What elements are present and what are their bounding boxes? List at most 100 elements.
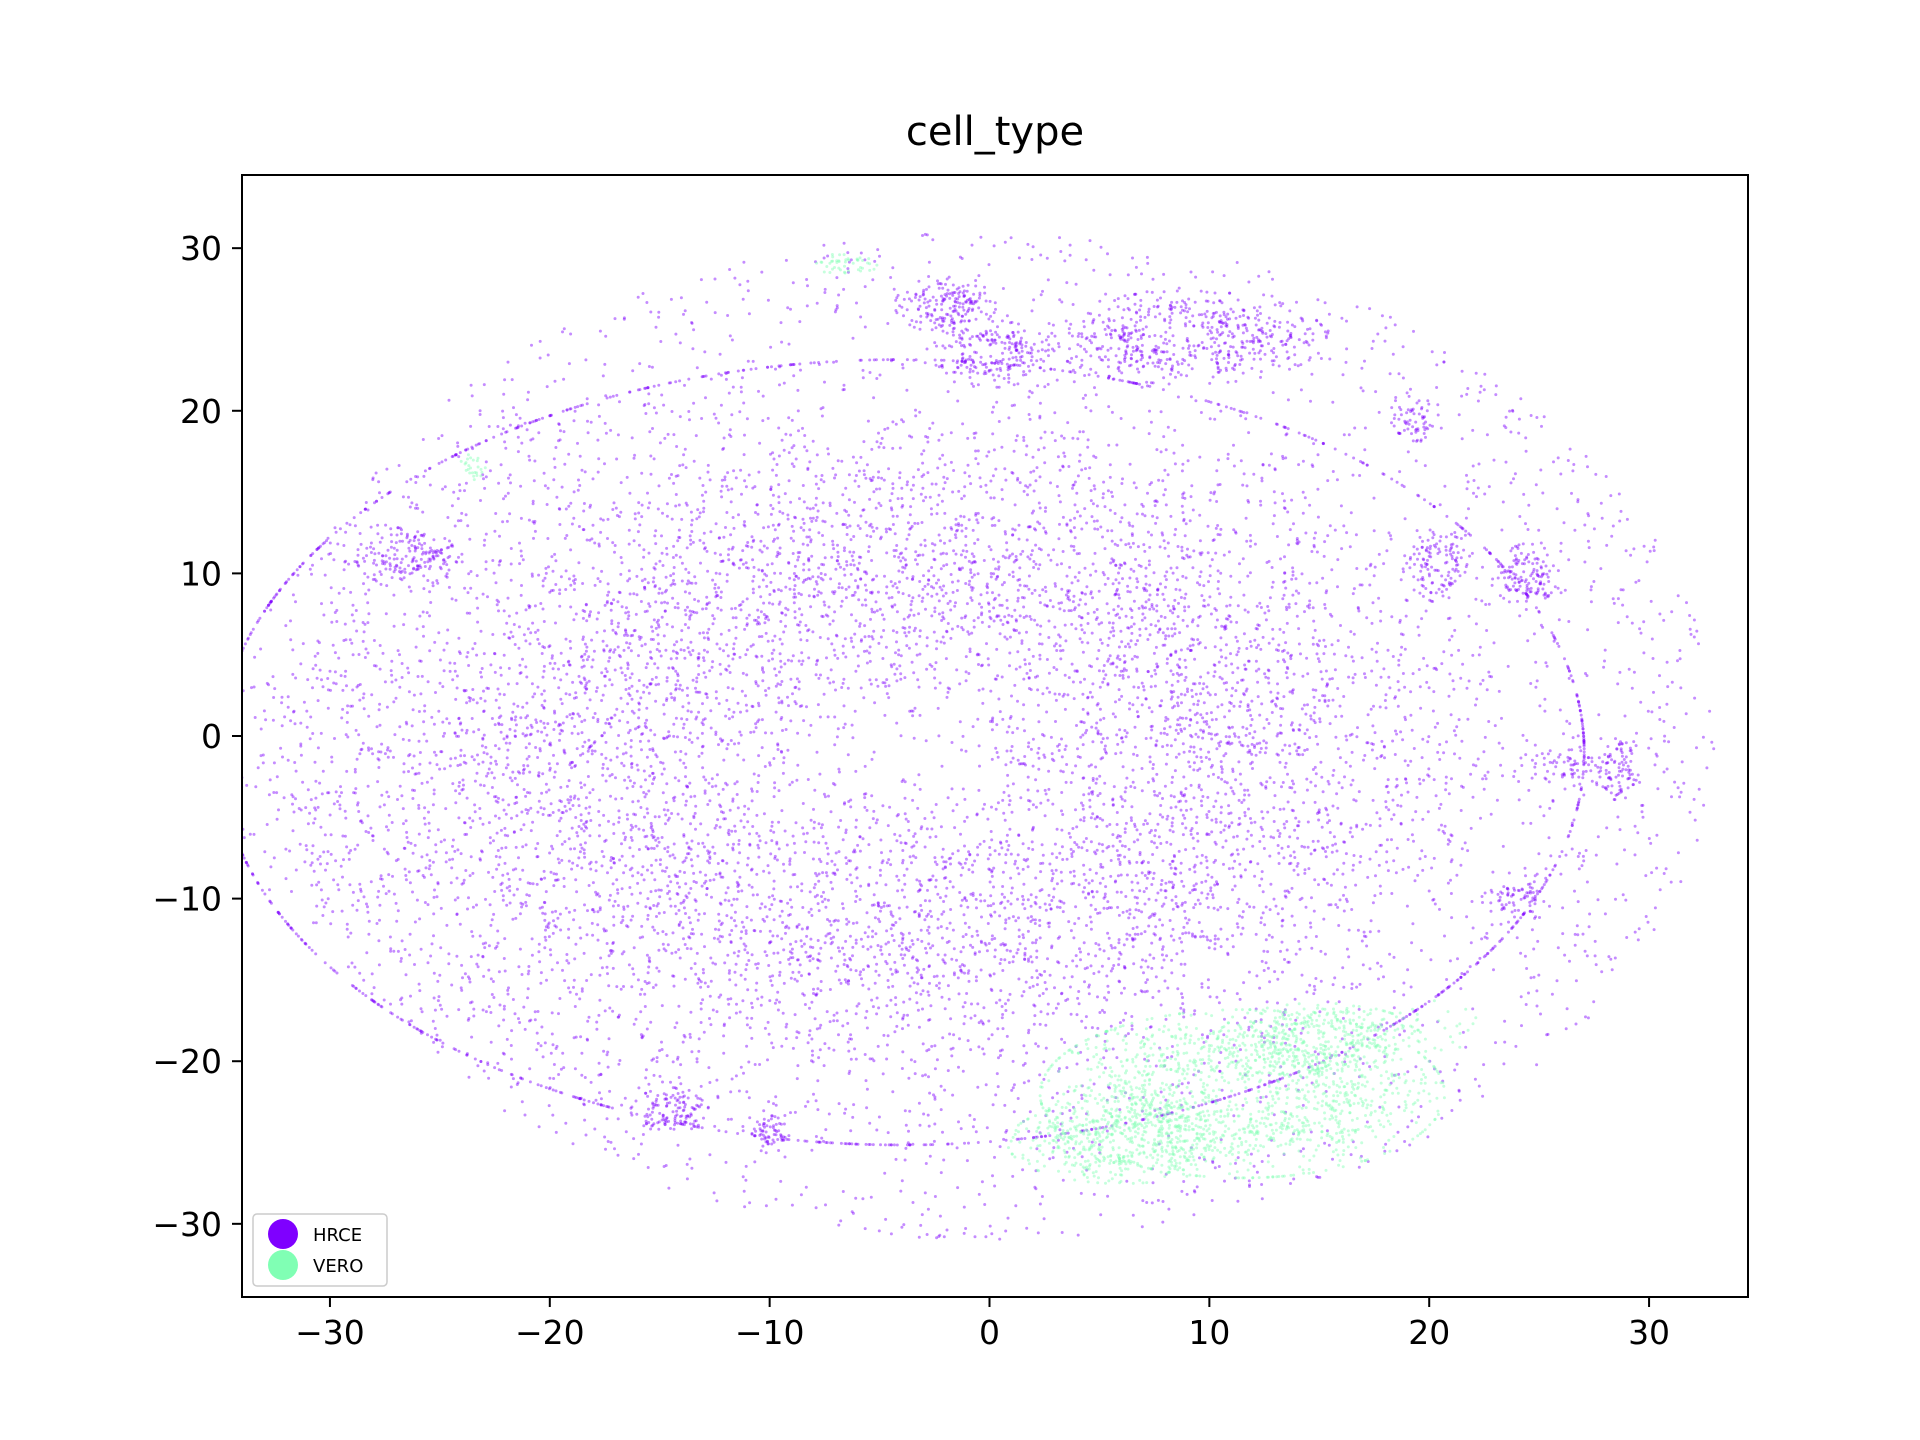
data-point <box>307 788 310 791</box>
data-point <box>589 868 592 871</box>
data-point <box>701 732 704 735</box>
data-point <box>1402 993 1405 996</box>
data-point <box>1582 728 1585 731</box>
data-point <box>743 479 746 482</box>
data-point <box>934 687 937 690</box>
data-point <box>1537 610 1540 613</box>
data-point <box>1230 620 1233 623</box>
data-point <box>939 682 942 685</box>
data-point <box>1066 858 1069 861</box>
data-point <box>830 924 833 927</box>
data-point <box>1080 528 1083 531</box>
data-point <box>819 1024 822 1027</box>
data-point <box>920 909 923 912</box>
data-point <box>1475 622 1478 625</box>
data-point <box>669 574 672 577</box>
data-point <box>1075 825 1078 828</box>
data-point <box>586 658 589 661</box>
data-point <box>1118 914 1121 917</box>
data-point <box>1460 972 1463 975</box>
data-point <box>1170 744 1173 747</box>
data-point <box>840 1142 843 1145</box>
data-point <box>482 761 485 764</box>
data-point <box>376 896 379 899</box>
data-point <box>795 458 798 461</box>
data-point <box>493 530 496 533</box>
data-point <box>433 641 436 644</box>
data-point <box>1208 810 1211 813</box>
data-point <box>1124 543 1127 546</box>
data-point <box>322 685 325 688</box>
data-point <box>1199 748 1202 751</box>
data-point <box>1190 689 1193 692</box>
data-point <box>901 889 904 892</box>
data-point <box>503 957 506 960</box>
data-point <box>565 953 568 956</box>
data-point <box>844 856 847 859</box>
data-point <box>1153 834 1156 837</box>
data-point <box>1073 380 1076 383</box>
data-point <box>817 703 820 706</box>
data-point <box>689 921 692 924</box>
data-point <box>269 609 272 612</box>
data-point <box>656 905 659 908</box>
data-point <box>792 835 795 838</box>
data-point <box>924 608 927 611</box>
data-point <box>777 696 780 699</box>
data-point <box>703 636 706 639</box>
data-point <box>1430 867 1433 870</box>
data-point <box>510 1044 513 1047</box>
data-point <box>1192 638 1195 641</box>
data-point <box>625 751 628 754</box>
data-point <box>1287 543 1290 546</box>
data-point <box>1301 753 1304 756</box>
data-point <box>643 387 646 390</box>
data-point <box>819 1048 822 1051</box>
data-point <box>472 698 475 701</box>
data-point <box>1162 388 1165 391</box>
data-point <box>578 804 581 807</box>
data-point <box>1086 446 1089 449</box>
data-point <box>705 607 708 610</box>
data-point <box>1122 677 1125 680</box>
data-point <box>492 839 495 842</box>
data-point <box>708 601 711 604</box>
data-point <box>1230 821 1233 824</box>
data-point <box>1188 918 1191 921</box>
data-point <box>714 928 717 931</box>
data-point <box>772 649 775 652</box>
data-point <box>1445 515 1448 518</box>
data-point <box>1243 789 1246 792</box>
data-point <box>672 650 675 653</box>
data-point <box>1061 858 1064 861</box>
data-point <box>1150 481 1153 484</box>
data-point <box>855 819 858 822</box>
data-point <box>903 631 906 634</box>
data-point <box>536 883 539 886</box>
data-point <box>684 882 687 885</box>
data-point <box>1236 681 1239 684</box>
data-point <box>1215 718 1218 721</box>
data-point <box>1034 922 1037 925</box>
data-point <box>1233 1044 1236 1047</box>
data-point <box>392 950 395 953</box>
data-point <box>722 536 725 539</box>
data-point <box>1224 824 1227 827</box>
data-point <box>941 996 944 999</box>
data-point <box>356 758 359 761</box>
data-point <box>1197 899 1200 902</box>
data-point <box>466 797 469 800</box>
data-point <box>559 429 562 432</box>
data-point <box>536 842 539 845</box>
data-point <box>880 636 883 639</box>
data-point <box>426 1033 429 1036</box>
data-point <box>1093 611 1096 614</box>
data-point <box>1205 723 1208 726</box>
data-point <box>815 580 818 583</box>
data-point <box>980 606 983 609</box>
data-point <box>967 850 970 853</box>
data-point <box>683 1034 686 1037</box>
data-point <box>742 402 745 405</box>
data-point <box>324 961 327 964</box>
data-point <box>796 1064 799 1067</box>
